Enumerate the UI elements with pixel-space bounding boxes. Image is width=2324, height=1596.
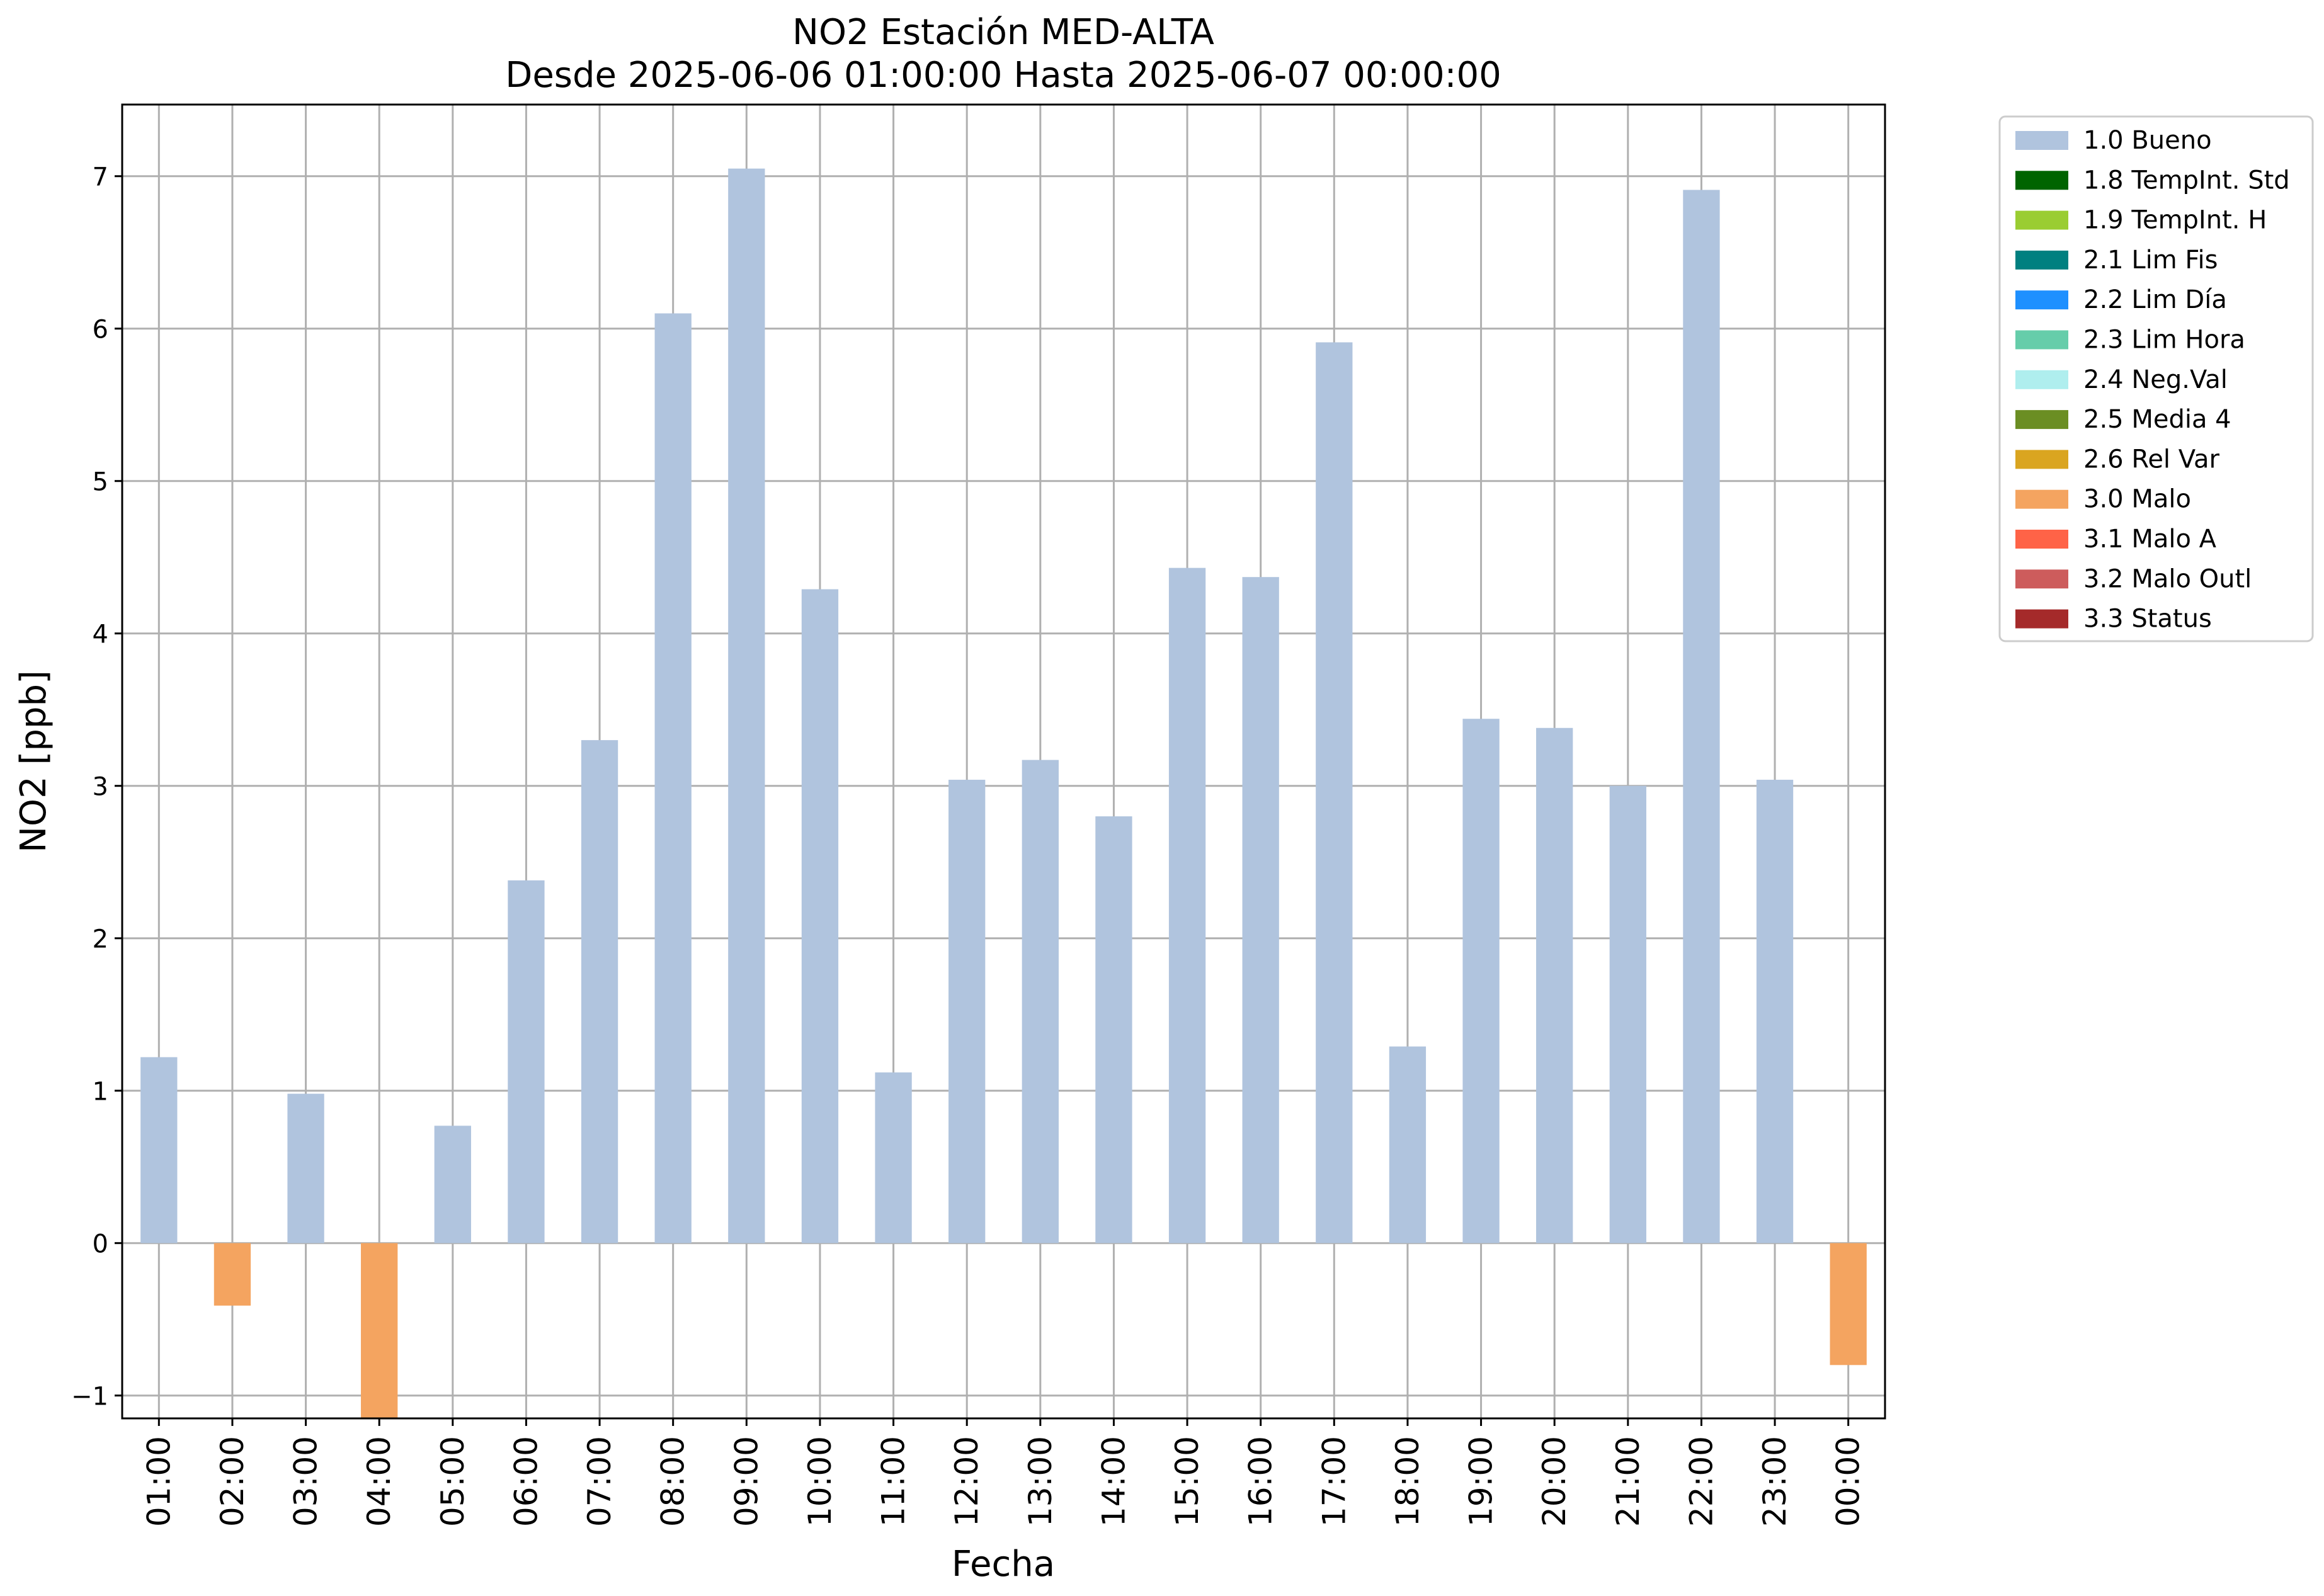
y-tick-label: 4 <box>93 620 108 649</box>
x-tick-label: 15:00 <box>1169 1436 1205 1527</box>
legend-swatch <box>2015 330 2068 350</box>
x-tick-label: 20:00 <box>1536 1436 1573 1527</box>
legend-swatch <box>2015 450 2068 469</box>
x-tick-label: 17:00 <box>1316 1436 1352 1527</box>
x-tick-label: 14:00 <box>1095 1436 1132 1527</box>
x-tick-label: 12:00 <box>948 1436 985 1527</box>
y-tick-label: 3 <box>93 773 108 802</box>
x-axis-label: Fecha <box>952 1544 1055 1585</box>
bar-1000 <box>801 589 839 1243</box>
bar-0300 <box>287 1093 324 1243</box>
bar-0100 <box>140 1057 178 1243</box>
legend-swatch <box>2015 569 2068 589</box>
axis-ticks: −1 0 1 2 3 4 5 6 7 01:00 02:00 03:00 04:00 05:00 06:00… <box>71 163 1867 1527</box>
plot-frame <box>121 103 1886 1420</box>
bar-0600 <box>508 880 545 1243</box>
legend-swatch <box>2015 210 2068 230</box>
bar-1500 <box>1168 567 1206 1243</box>
x-tick-label: 10:00 <box>802 1436 838 1527</box>
y-tick-label: 7 <box>93 163 108 192</box>
bar-0500 <box>434 1126 471 1243</box>
bar-0000 <box>1830 1243 1867 1365</box>
legend-label: 1.0 Bueno <box>2083 126 2212 155</box>
legend-frame <box>1998 115 2314 642</box>
x-tick-label: 09:00 <box>728 1436 765 1527</box>
bar-0400 <box>361 1243 398 1418</box>
x-tick-label: 16:00 <box>1243 1436 1279 1527</box>
chart-subtitle: Desde 2025-06-06 01:00:00 Hasta 2025-06-… <box>505 55 1501 96</box>
legend-swatch <box>2015 290 2068 310</box>
x-tick-label: 18:00 <box>1389 1436 1426 1527</box>
y-tick-label: 1 <box>93 1078 108 1107</box>
x-tick-label: 23:00 <box>1757 1436 1793 1527</box>
y-axis-label: NO2 [ppb] <box>13 670 54 853</box>
x-tick-label: 07:00 <box>581 1436 618 1527</box>
bar-0200 <box>214 1243 251 1306</box>
legend-label: 2.3 Lim Hora <box>2083 326 2245 355</box>
bar-1100 <box>875 1072 912 1243</box>
legend: 1.0 Bueno 1.8 TempInt. Std 1.9 TempInt. H 2… <box>1998 115 2314 642</box>
legend-label: 2.1 Lim Fis <box>2083 246 2218 275</box>
legend-swatch <box>2015 370 2068 389</box>
x-tick-label: 13:00 <box>1022 1436 1059 1527</box>
x-tick-label: 04:00 <box>361 1436 397 1527</box>
x-tick-label: 22:00 <box>1683 1436 1719 1527</box>
legend-swatch <box>2015 410 2068 430</box>
x-tick-label: 03:00 <box>288 1436 324 1527</box>
x-tick-label: 00:00 <box>1830 1436 1867 1527</box>
x-tick-label: 01:00 <box>140 1436 177 1527</box>
bar-1300 <box>1022 760 1059 1243</box>
x-tick-label: 05:00 <box>435 1436 471 1527</box>
x-tick-label: 02:00 <box>214 1436 251 1527</box>
legend-label: 1.9 TempInt. H <box>2083 206 2267 235</box>
legend-swatch <box>2015 250 2068 270</box>
x-tick-label: 21:00 <box>1610 1436 1646 1527</box>
legend-label: 2.4 Neg.Val <box>2083 365 2228 394</box>
y-tick-label: 0 <box>93 1230 108 1259</box>
legend-label: 3.1 Malo A <box>2083 525 2217 554</box>
chart-title: NO2 Estación MED-ALTA <box>792 12 1214 53</box>
bar-1200 <box>948 780 986 1243</box>
bar-0700 <box>581 740 618 1243</box>
legend-label: 1.8 TempInt. Std <box>2083 166 2290 195</box>
bar-0900 <box>728 168 765 1243</box>
y-tick-label: 6 <box>93 316 108 345</box>
y-tick-label: −1 <box>71 1382 108 1411</box>
bar-1400 <box>1095 816 1132 1243</box>
bar-1700 <box>1316 342 1353 1243</box>
bar-2200 <box>1683 190 1720 1243</box>
legend-swatch <box>2015 171 2068 190</box>
y-tick-label: 2 <box>93 925 108 954</box>
x-tick-label: 08:00 <box>655 1436 692 1527</box>
bar-1800 <box>1389 1046 1427 1243</box>
legend-swatch <box>2015 131 2068 150</box>
x-tick-label: 11:00 <box>875 1436 912 1527</box>
bar-0800 <box>654 313 692 1243</box>
bars <box>140 168 1867 1418</box>
legend-label: 3.3 Status <box>2083 605 2212 634</box>
legend-label: 2.5 Media 4 <box>2083 405 2231 434</box>
legend-swatch <box>2015 489 2068 509</box>
legend-label: 3.2 Malo Outl <box>2083 564 2252 593</box>
bar-1600 <box>1242 577 1279 1243</box>
y-tick-label: 5 <box>93 468 108 497</box>
legend-swatch <box>2015 609 2068 629</box>
legend-label: 2.6 Rel Var <box>2083 445 2220 474</box>
bar-2300 <box>1756 780 1794 1243</box>
bar-2100 <box>1609 785 1646 1243</box>
bar-1900 <box>1462 719 1500 1243</box>
legend-label: 2.2 Lim Día <box>2083 285 2227 314</box>
legend-label: 3.0 Malo <box>2083 485 2191 514</box>
x-tick-label: 19:00 <box>1463 1436 1500 1527</box>
x-tick-label: 06:00 <box>508 1436 544 1527</box>
legend-swatch <box>2015 530 2068 549</box>
bar-2000 <box>1536 727 1573 1243</box>
